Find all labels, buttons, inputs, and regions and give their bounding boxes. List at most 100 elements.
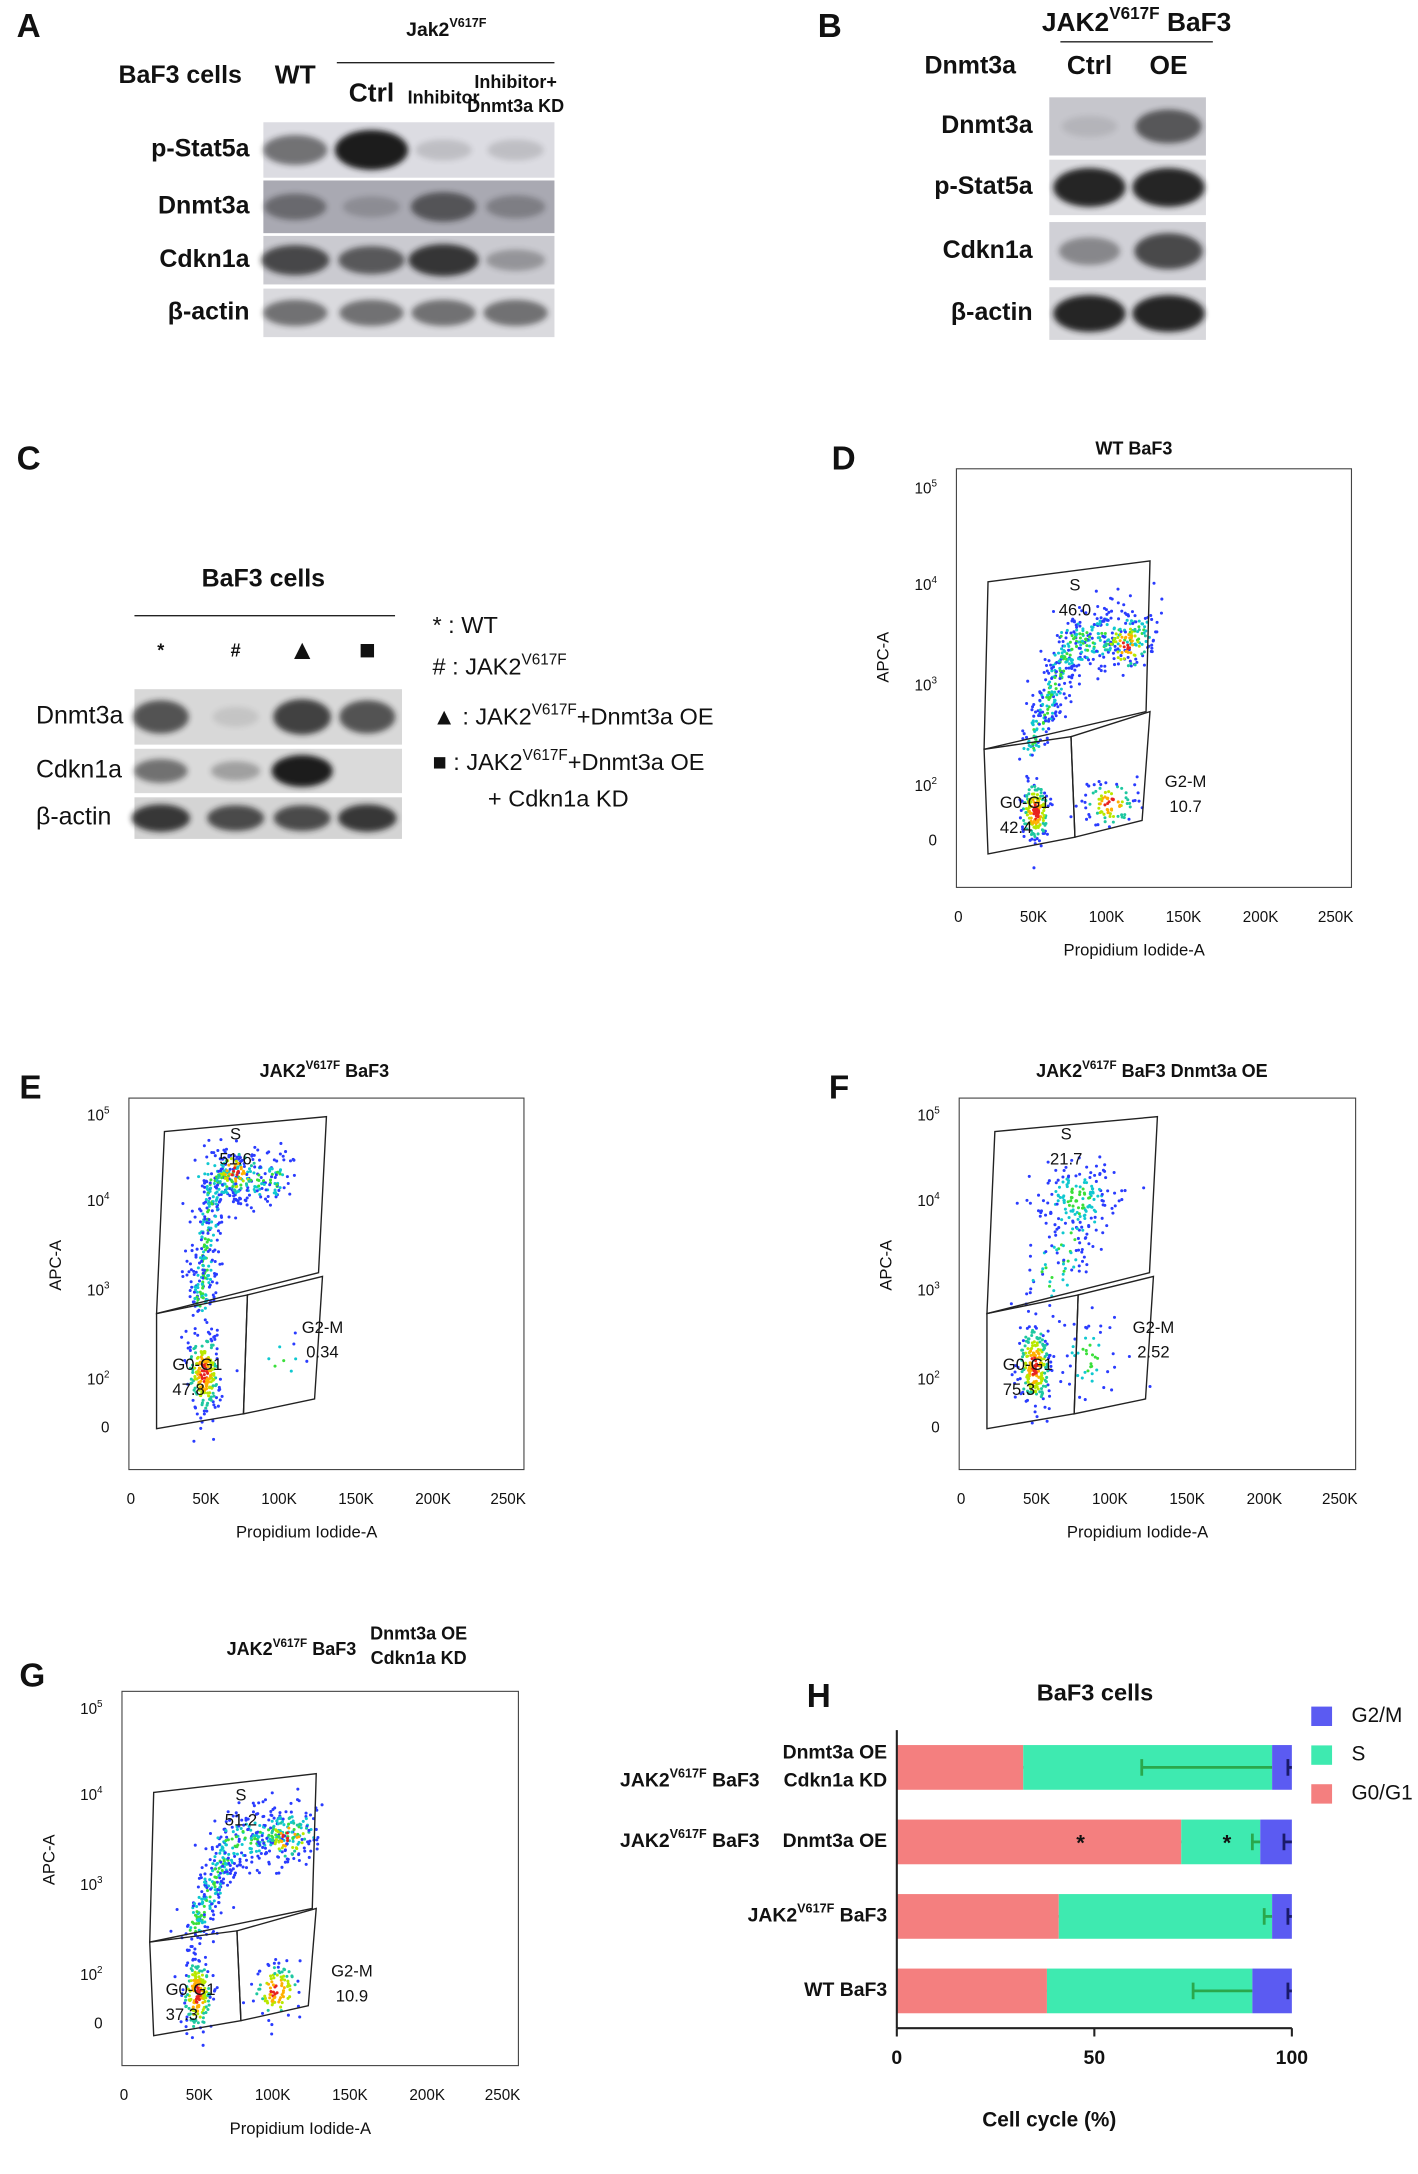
event-dot bbox=[1045, 669, 1049, 673]
event-dot bbox=[1044, 1250, 1048, 1254]
event-dot bbox=[1099, 797, 1103, 801]
text-part: 10 bbox=[917, 1108, 934, 1125]
event-dot bbox=[277, 1969, 281, 1973]
event-dot bbox=[1150, 617, 1154, 621]
plot-title: JAK2V617F BaF3 bbox=[260, 1058, 390, 1080]
event-dot bbox=[1043, 1371, 1047, 1375]
event-dot bbox=[213, 1154, 217, 1158]
event-dot bbox=[1044, 1221, 1048, 1225]
event-dot bbox=[1097, 1343, 1101, 1347]
event-dot bbox=[1029, 1349, 1033, 1353]
event-dot bbox=[1029, 829, 1034, 833]
plot-title: JAK2V617F BaF3 Dnmt3a OE bbox=[1036, 1058, 1268, 1080]
event-dot bbox=[1091, 657, 1095, 661]
event-dot bbox=[1081, 1347, 1085, 1351]
event-dot bbox=[1058, 666, 1062, 670]
event-dot bbox=[190, 1243, 194, 1247]
event-dot bbox=[276, 1965, 280, 1969]
event-dot bbox=[1043, 823, 1047, 827]
event-dot bbox=[1062, 1258, 1066, 1262]
event-dot bbox=[1033, 803, 1037, 807]
event-dot bbox=[225, 1178, 229, 1182]
event-dot bbox=[1085, 782, 1089, 786]
event-dot bbox=[181, 1202, 185, 1206]
event-dot bbox=[1123, 636, 1127, 640]
key-symbol: ■ bbox=[432, 749, 446, 775]
event-dot bbox=[1142, 1186, 1146, 1190]
event-dot bbox=[254, 1831, 258, 1835]
event-dot bbox=[214, 1851, 218, 1855]
event-dot bbox=[1095, 617, 1099, 621]
event-dot bbox=[252, 1834, 256, 1838]
gate bbox=[983, 560, 1151, 751]
event-dot bbox=[273, 1188, 277, 1192]
event-dot bbox=[286, 1979, 290, 1983]
event-dot bbox=[188, 1295, 192, 1299]
event-dot bbox=[1078, 1215, 1082, 1219]
event-dot bbox=[202, 1373, 206, 1377]
x-tick-label: 0 bbox=[127, 1491, 135, 1508]
event-dot bbox=[300, 1841, 304, 1845]
event-dot bbox=[216, 1148, 220, 1153]
event-dot bbox=[1084, 611, 1088, 615]
event-dot bbox=[1032, 792, 1036, 796]
event-dot bbox=[207, 1357, 211, 1361]
event-dot bbox=[1018, 1326, 1022, 1330]
lane-label: OE bbox=[1149, 50, 1187, 80]
event-dot bbox=[202, 1220, 206, 1224]
text-part: V617F bbox=[670, 1767, 707, 1781]
event-dot bbox=[215, 1890, 219, 1894]
event-dot bbox=[1128, 801, 1132, 805]
text-part: 10 bbox=[915, 778, 932, 795]
event-dot bbox=[1027, 821, 1031, 825]
event-dot bbox=[198, 1290, 202, 1294]
event-dot bbox=[251, 1157, 255, 1162]
event-dot bbox=[216, 1836, 220, 1840]
event-dot bbox=[289, 1820, 293, 1825]
event-dot bbox=[1128, 594, 1132, 598]
event-dot bbox=[247, 1824, 251, 1828]
event-dot bbox=[228, 1864, 232, 1868]
blot-band bbox=[264, 193, 327, 220]
event-dot bbox=[269, 1843, 273, 1847]
event-dot bbox=[1063, 1207, 1067, 1211]
event-dot bbox=[280, 1865, 284, 1869]
event-dot bbox=[1019, 800, 1023, 804]
event-dot bbox=[194, 1972, 198, 1976]
gate-name: S bbox=[1069, 575, 1080, 594]
event-dot bbox=[203, 1872, 207, 1876]
event-dot bbox=[199, 1394, 203, 1398]
event-dot bbox=[1085, 1232, 1089, 1236]
event-dot bbox=[209, 1172, 214, 1176]
event-dot bbox=[1067, 675, 1071, 679]
event-dot bbox=[211, 1391, 215, 1395]
event-dot bbox=[1137, 644, 1141, 648]
event-dot bbox=[221, 1165, 225, 1169]
event-dot bbox=[1062, 669, 1066, 673]
event-dot bbox=[261, 1845, 265, 1849]
event-dot bbox=[1089, 1362, 1093, 1366]
event-dot bbox=[219, 1138, 223, 1142]
text-part: : JAK2 bbox=[456, 704, 532, 730]
event-dot bbox=[204, 1366, 208, 1370]
event-dot bbox=[1107, 825, 1111, 829]
event-dot bbox=[1127, 633, 1131, 637]
blot-band bbox=[212, 706, 259, 727]
event-dot bbox=[1091, 1190, 1095, 1194]
event-dot bbox=[219, 1911, 223, 1915]
event-dot bbox=[254, 1849, 258, 1853]
event-dot bbox=[1035, 793, 1039, 797]
event-dot bbox=[1038, 698, 1042, 702]
gate bbox=[986, 1115, 1159, 1315]
event-dot bbox=[1112, 627, 1116, 631]
event-dot bbox=[1077, 1156, 1081, 1160]
event-dot bbox=[1086, 1205, 1090, 1209]
event-dot bbox=[1086, 648, 1090, 652]
text-part: BaF3 bbox=[707, 1830, 760, 1852]
row-label: Cdkn1a bbox=[36, 756, 122, 784]
event-dot bbox=[1058, 691, 1062, 695]
event-dot bbox=[173, 1975, 177, 1979]
event-dot bbox=[190, 1964, 195, 1968]
event-dot bbox=[1054, 670, 1058, 674]
event-dot bbox=[1085, 1352, 1089, 1356]
